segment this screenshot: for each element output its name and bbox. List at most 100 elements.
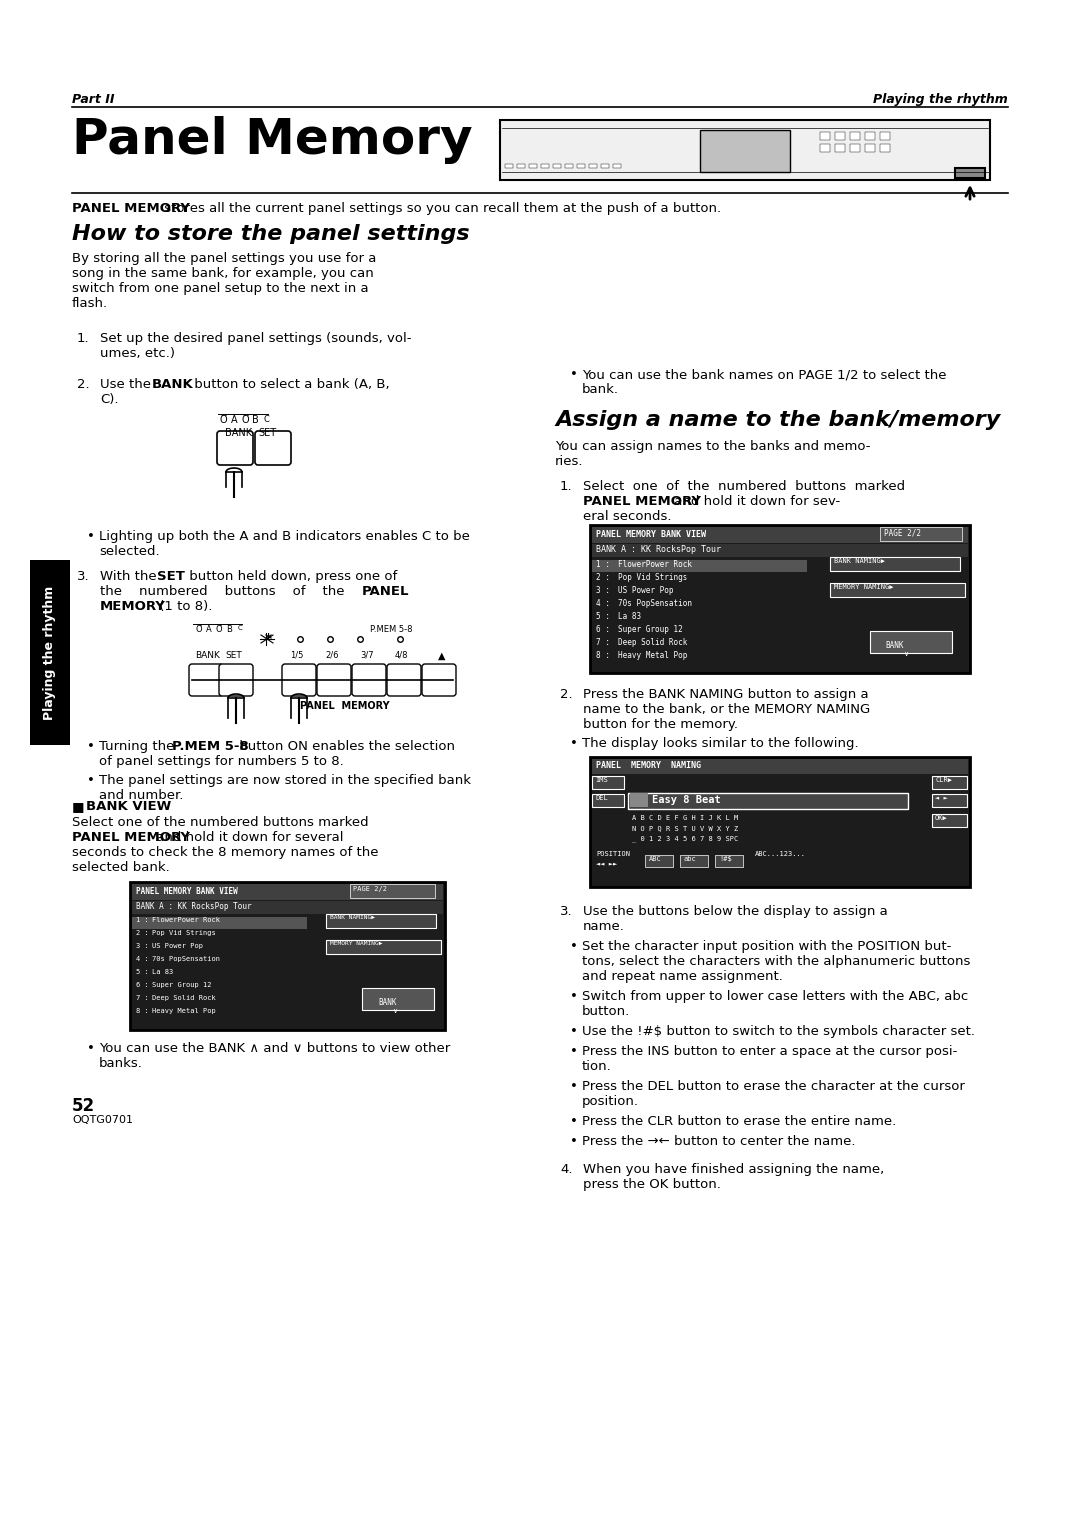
FancyBboxPatch shape [820,131,831,141]
FancyBboxPatch shape [850,144,860,151]
Text: button.: button. [582,1005,631,1018]
Text: 7 :: 7 : [596,639,610,646]
Text: B: B [226,625,232,634]
Text: of panel settings for numbers 5 to 8.: of panel settings for numbers 5 to 8. [99,755,343,769]
FancyBboxPatch shape [589,163,597,168]
Text: Deep Solid Rock: Deep Solid Rock [618,639,687,646]
FancyBboxPatch shape [592,795,624,807]
Text: Pop Vid Strings: Pop Vid Strings [152,931,216,937]
Text: Pop Vid Strings: Pop Vid Strings [618,573,687,582]
FancyBboxPatch shape [282,665,316,695]
Text: Part II: Part II [72,93,114,105]
Text: tons, select the characters with the alphanumeric buttons: tons, select the characters with the alp… [582,955,970,969]
Text: C).: C). [100,393,119,406]
Text: Turning the: Turning the [99,740,178,753]
FancyBboxPatch shape [132,902,443,914]
FancyBboxPatch shape [217,431,253,465]
Text: PANEL  MEMORY  NAMING: PANEL MEMORY NAMING [596,761,701,770]
Text: ∨: ∨ [904,651,908,657]
Text: PANEL: PANEL [362,585,409,597]
Text: FlowerPower Rock: FlowerPower Rock [618,559,692,568]
FancyBboxPatch shape [517,163,525,168]
FancyBboxPatch shape [255,431,291,465]
Text: Use the: Use the [100,377,156,391]
Text: banks.: banks. [99,1057,143,1070]
Text: Heavy Metal Pop: Heavy Metal Pop [152,1008,216,1015]
Text: Set the character input position with the POSITION but-: Set the character input position with th… [582,940,951,953]
FancyBboxPatch shape [600,163,609,168]
Text: •: • [570,1080,578,1093]
FancyBboxPatch shape [592,544,968,558]
Text: ◄◄ ►►: ◄◄ ►► [596,860,618,866]
Text: •: • [570,1045,578,1057]
Text: song in the same bank, for example, you can: song in the same bank, for example, you … [72,267,374,280]
Text: Press the →← button to center the name.: Press the →← button to center the name. [582,1135,855,1148]
FancyBboxPatch shape [592,759,968,775]
Text: ◄ ►: ◄ ► [935,795,948,801]
Text: 8 :: 8 : [596,651,610,660]
Text: Super Group 12: Super Group 12 [152,983,212,989]
Text: A: A [206,625,212,634]
Text: IMS: IMS [595,778,608,782]
Text: •: • [87,530,95,542]
Text: ∨: ∨ [392,1008,397,1015]
FancyBboxPatch shape [932,795,967,807]
FancyBboxPatch shape [592,527,968,542]
Text: 2 :: 2 : [136,931,149,937]
Text: 5 :: 5 : [136,969,149,975]
Text: 3 :: 3 : [136,943,149,949]
Text: Easy 8 Beat: Easy 8 Beat [652,795,720,805]
FancyBboxPatch shape [932,776,967,788]
Text: 3.: 3. [561,905,572,918]
FancyBboxPatch shape [645,856,673,866]
Text: Select  one  of  the  numbered  buttons  marked: Select one of the numbered buttons marke… [583,480,905,494]
Text: PANEL MEMORY BANK VIEW: PANEL MEMORY BANK VIEW [136,886,238,895]
Text: 3.: 3. [77,570,90,584]
FancyBboxPatch shape [630,793,648,807]
Text: PANEL MEMORY BANK VIEW: PANEL MEMORY BANK VIEW [596,530,706,539]
Text: switch from one panel setup to the next in a: switch from one panel setup to the next … [72,283,368,295]
Text: 2 :: 2 : [596,573,610,582]
Text: OQTG0701: OQTG0701 [72,1115,133,1125]
FancyBboxPatch shape [132,917,307,929]
Text: 1 :: 1 : [136,917,149,923]
Text: seconds to check the 8 memory names of the: seconds to check the 8 memory names of t… [72,847,378,859]
FancyBboxPatch shape [565,163,573,168]
Text: 70s PopSensation: 70s PopSensation [152,957,220,963]
Text: N O P Q R S T U V W X Y Z: N O P Q R S T U V W X Y Z [632,825,739,831]
Text: BANK A : KK RocksPop Tour: BANK A : KK RocksPop Tour [136,902,252,911]
Text: Press the DEL button to erase the character at the cursor: Press the DEL button to erase the charac… [582,1080,964,1093]
Text: How to store the panel settings: How to store the panel settings [72,225,470,244]
FancyBboxPatch shape [850,131,860,141]
Text: Panel Memory: Panel Memory [72,116,473,163]
FancyBboxPatch shape [352,665,386,695]
FancyBboxPatch shape [132,885,443,900]
FancyBboxPatch shape [865,131,875,141]
Text: MEMORY NAMING▶: MEMORY NAMING▶ [330,941,382,946]
Text: PANEL MEMORY: PANEL MEMORY [583,495,701,507]
Text: 1.: 1. [77,332,90,345]
FancyBboxPatch shape [880,131,890,141]
FancyBboxPatch shape [505,163,513,168]
Text: Playing the rhythm: Playing the rhythm [874,93,1008,105]
Text: and number.: and number. [99,788,184,802]
Text: Super Group 12: Super Group 12 [618,625,683,634]
Text: *: * [265,633,272,646]
FancyBboxPatch shape [870,631,951,652]
FancyBboxPatch shape [880,144,890,151]
FancyBboxPatch shape [831,584,966,597]
Text: PANEL  MEMORY: PANEL MEMORY [300,701,390,711]
Text: BANK: BANK [195,651,220,660]
Text: PANEL MEMORY: PANEL MEMORY [72,831,190,843]
Text: You can use the BANK ∧ and ∨ buttons to view other: You can use the BANK ∧ and ∨ buttons to … [99,1042,450,1054]
Text: •: • [87,775,95,787]
Text: POSITION: POSITION [596,851,630,857]
Text: MEMORY: MEMORY [100,601,166,613]
Text: and hold it down for sev-: and hold it down for sev- [670,495,840,507]
Text: 2.: 2. [561,688,572,701]
Text: With the: With the [100,570,161,584]
Text: OK▶: OK▶ [935,814,948,821]
Text: flash.: flash. [72,296,108,310]
Text: C: C [238,625,243,631]
Text: 52: 52 [72,1097,95,1115]
